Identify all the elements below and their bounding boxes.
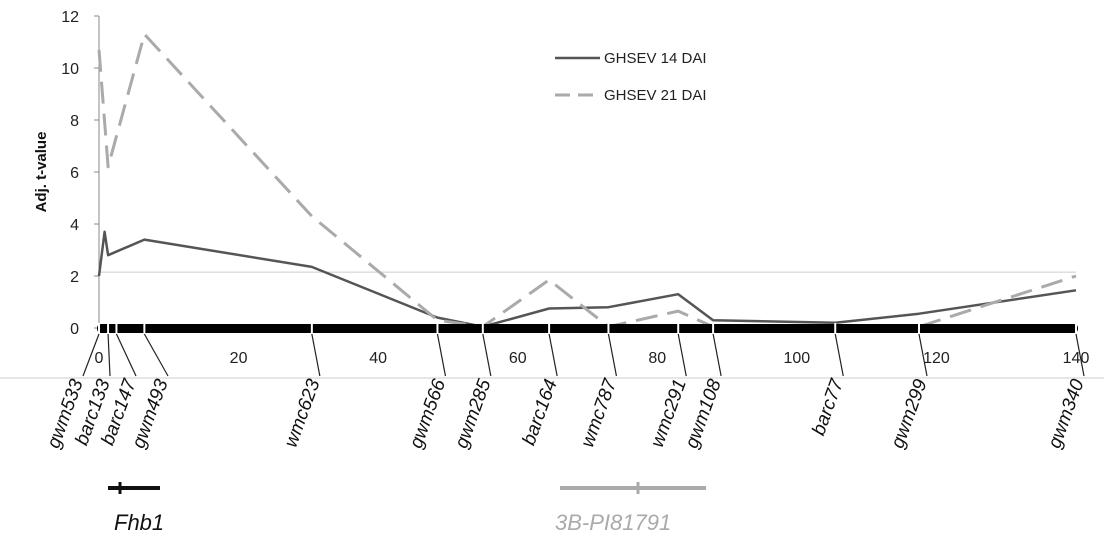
marker-leader bbox=[82, 333, 100, 377]
y-tick-label: 12 bbox=[61, 9, 79, 26]
y-tick-label: 6 bbox=[70, 165, 79, 182]
y-tick-label: 4 bbox=[70, 217, 79, 234]
x-tick-label: 120 bbox=[923, 350, 950, 367]
marker-leader bbox=[548, 333, 558, 377]
legend-label-2: GHSEV 21 DAI bbox=[604, 87, 707, 104]
x-tick-label: 0 bbox=[95, 350, 104, 367]
marker-leader bbox=[1075, 333, 1085, 377]
marker-leader bbox=[311, 333, 321, 377]
marker-label: gwm566 bbox=[406, 376, 450, 451]
marker-label: barc164 bbox=[519, 377, 562, 449]
y-tick-label: 8 bbox=[70, 113, 79, 130]
y-tick-label: 10 bbox=[61, 61, 79, 78]
marker-label: gwm285 bbox=[451, 376, 495, 451]
marker-label: barc77 bbox=[808, 375, 848, 438]
marker-leader bbox=[436, 333, 447, 377]
marker-leader bbox=[115, 333, 137, 377]
marker-leader bbox=[607, 333, 618, 377]
marker-leader bbox=[677, 333, 687, 377]
qtl-label: 3B-PI81791 bbox=[555, 510, 671, 535]
marker-leader bbox=[918, 333, 928, 377]
legend-label-1: GHSEV 14 DAI bbox=[604, 50, 707, 67]
marker-leader bbox=[712, 333, 722, 377]
y-axis: 0 2 4 6 8 10 12 bbox=[61, 9, 100, 338]
grid bbox=[0, 271, 1104, 379]
series-line-2 bbox=[97, 32, 1077, 329]
legend: GHSEV 14 DAI GHSEV 21 DAI bbox=[555, 50, 707, 104]
y-tick-label: 0 bbox=[70, 321, 79, 338]
chromosome-bar bbox=[97, 323, 1078, 333]
marker-label: gwm340 bbox=[1044, 376, 1088, 451]
marker-label: wmc787 bbox=[577, 375, 621, 450]
marker-label: wmc623 bbox=[281, 376, 325, 450]
x-axis: 0 20 40 60 80 100 120 140 bbox=[95, 350, 1090, 367]
x-tick-label: 40 bbox=[369, 350, 387, 367]
chromosome-line bbox=[97, 324, 1078, 333]
series-lines bbox=[97, 32, 1077, 329]
marker-leader bbox=[834, 333, 844, 377]
x-tick-label: 140 bbox=[1063, 350, 1090, 367]
marker-label: gwm299 bbox=[887, 376, 931, 451]
series-line-1 bbox=[97, 230, 1077, 328]
x-tick-label: 100 bbox=[784, 350, 811, 367]
y-axis-label: Adj. t-value bbox=[33, 132, 50, 213]
x-tick-label: 20 bbox=[230, 350, 248, 367]
marker-leader bbox=[482, 333, 492, 377]
marker-leader bbox=[143, 333, 169, 377]
qtl-regions: Fhb1 3B-PI81791 bbox=[108, 482, 706, 535]
x-tick-label: 80 bbox=[648, 350, 666, 367]
marker-leader bbox=[107, 333, 111, 377]
y-tick-label: 2 bbox=[70, 269, 79, 286]
qtl-label: Fhb1 bbox=[114, 510, 164, 535]
x-tick-label: 60 bbox=[509, 350, 527, 367]
